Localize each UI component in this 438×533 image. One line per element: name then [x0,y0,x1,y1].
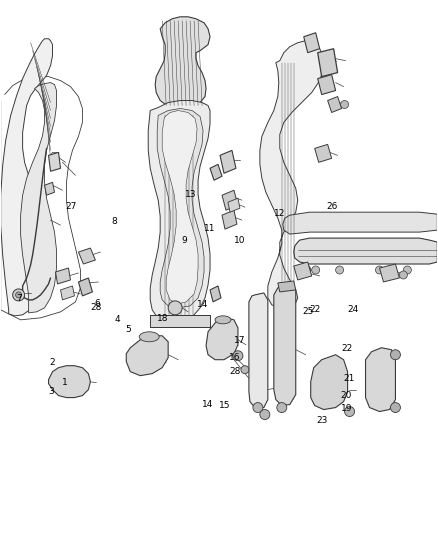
Circle shape [312,266,320,274]
Polygon shape [148,101,210,322]
Polygon shape [294,238,437,264]
Circle shape [336,266,343,274]
Text: 18: 18 [156,314,168,323]
Circle shape [16,292,21,298]
Polygon shape [294,262,312,280]
Text: 15: 15 [219,401,230,410]
Ellipse shape [215,316,231,324]
Polygon shape [328,96,342,112]
Polygon shape [318,75,336,94]
Polygon shape [220,150,236,173]
Polygon shape [45,182,54,195]
Text: 22: 22 [342,344,353,353]
Text: 26: 26 [326,203,337,212]
Text: 28: 28 [229,367,240,376]
Circle shape [399,271,407,279]
Text: 6: 6 [95,299,100,308]
Text: 12: 12 [274,209,285,218]
Text: 9: 9 [181,237,187,246]
Polygon shape [222,190,238,210]
Circle shape [13,289,25,301]
Polygon shape [56,268,71,284]
Polygon shape [155,17,210,109]
Polygon shape [311,355,348,409]
Polygon shape [21,83,57,313]
Circle shape [260,409,270,419]
Text: 21: 21 [343,374,355,383]
Text: 8: 8 [111,217,117,226]
Bar [150,315,210,327]
Polygon shape [1,39,53,316]
Circle shape [253,402,263,413]
Polygon shape [249,293,268,408]
Polygon shape [222,210,237,229]
Text: 27: 27 [65,203,76,212]
Text: 7: 7 [16,294,22,303]
Text: 10: 10 [234,237,246,246]
Polygon shape [314,144,332,163]
Polygon shape [206,318,238,360]
Circle shape [168,301,182,315]
Polygon shape [78,278,92,296]
Text: 2: 2 [49,358,55,367]
Circle shape [301,265,311,275]
Text: 11: 11 [204,224,215,233]
Text: 19: 19 [341,405,352,414]
Circle shape [390,350,400,360]
Polygon shape [162,110,198,304]
Text: 1: 1 [63,378,68,387]
Text: 16: 16 [229,353,240,362]
Circle shape [341,101,349,109]
Text: 22: 22 [309,304,321,313]
Circle shape [277,402,287,413]
Circle shape [403,266,411,274]
Polygon shape [278,281,296,292]
Polygon shape [366,348,396,411]
Circle shape [345,407,355,416]
Text: 25: 25 [302,306,314,316]
Text: 5: 5 [125,325,131,334]
Circle shape [233,351,243,361]
Polygon shape [78,248,95,264]
Text: 14: 14 [202,400,213,409]
Text: 4: 4 [115,315,120,324]
Text: 24: 24 [347,304,358,313]
Circle shape [390,402,400,413]
Circle shape [375,266,384,274]
Polygon shape [228,198,240,212]
Text: 14: 14 [197,300,208,309]
Polygon shape [318,49,338,77]
Polygon shape [210,164,222,180]
Polygon shape [210,286,221,302]
Polygon shape [126,336,168,376]
Text: 17: 17 [234,336,246,345]
Text: 3: 3 [48,387,54,396]
Polygon shape [157,109,204,308]
Polygon shape [379,264,399,282]
Polygon shape [283,212,437,234]
Text: 23: 23 [316,416,328,425]
Polygon shape [60,286,74,300]
Text: 13: 13 [185,190,196,199]
Text: 20: 20 [341,391,352,400]
Polygon shape [49,366,90,398]
Polygon shape [274,283,296,406]
Ellipse shape [139,332,159,342]
Polygon shape [260,41,324,308]
Polygon shape [304,33,320,53]
Polygon shape [49,152,60,171]
Text: 28: 28 [90,303,102,312]
Circle shape [241,366,249,374]
